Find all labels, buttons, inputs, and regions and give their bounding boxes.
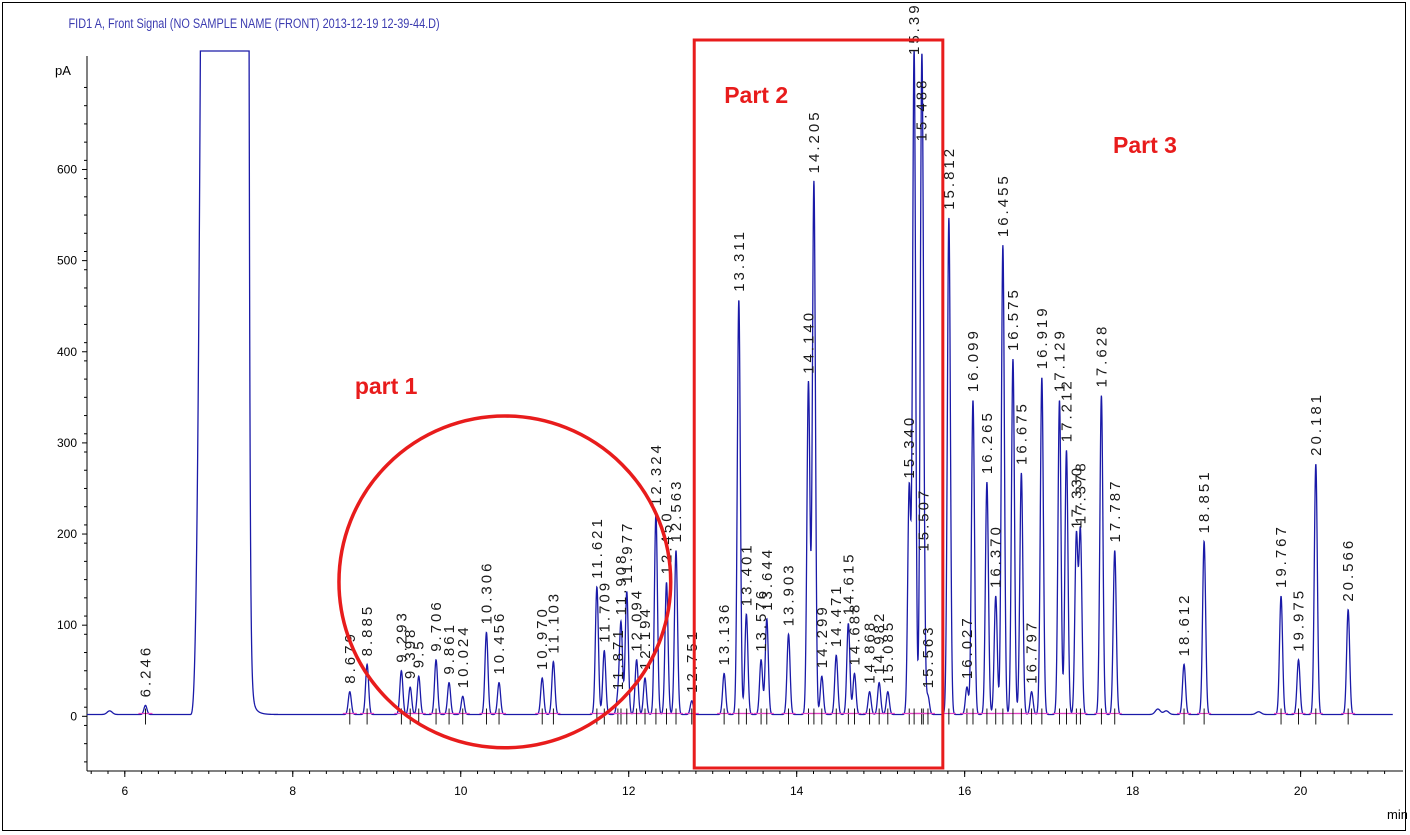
peak-label: 11.977 <box>619 521 636 584</box>
chromatogram-chart: FID1 A, Front Signal (NO SAMPLE NAME (FR… <box>55 3 1407 822</box>
peak-label: 11.908 <box>613 553 630 616</box>
x-tick-label: 12 <box>622 784 636 798</box>
x-tick-label: 20 <box>1294 784 1308 798</box>
peak-label: 17.212 <box>1058 378 1075 442</box>
peak-label: 13.903 <box>781 562 798 626</box>
peak-label: 12.324 <box>648 442 665 506</box>
peak-label: 11.709 <box>596 580 613 643</box>
part2-label: Part 2 <box>724 82 788 108</box>
axes: 0 100 200 300 400 500 600 6 8 10 12 14 16 18 20 <box>57 56 1403 798</box>
x-axis-unit: min <box>1387 807 1407 822</box>
peak-label: 18.851 <box>1196 469 1213 533</box>
x-tick-label: 14 <box>790 784 804 798</box>
peak-label: 16.099 <box>965 328 982 392</box>
peak-label: 17.129 <box>1051 328 1068 392</box>
peak-label: 11.103 <box>545 591 562 654</box>
peak-label: 12.563 <box>668 479 685 543</box>
peak-label: 15.507 <box>915 488 932 552</box>
peak-label: 11.621 <box>589 516 606 579</box>
part3-label: Part 3 <box>1113 132 1177 158</box>
peak-label: 15.563 <box>920 624 937 688</box>
peak-label: 16.455 <box>995 173 1012 237</box>
peak-label: 11.871 <box>610 627 627 690</box>
peak-label: 16.265 <box>979 410 996 474</box>
y-tick-label: 100 <box>57 618 77 632</box>
part1-circle <box>337 414 673 750</box>
peak-label: 20.181 <box>1308 392 1325 456</box>
peak-label: 8.679 <box>342 631 359 684</box>
peak-label: 14.140 <box>800 310 817 374</box>
peak-label: 15.398 <box>906 3 923 55</box>
peak-label: 12.194 <box>637 606 654 670</box>
peak-label: 16.370 <box>988 524 1005 588</box>
x-tick-label: 10 <box>454 784 468 798</box>
peak-label: 12.094 <box>629 588 646 652</box>
peak-label: 9.5 <box>411 638 428 668</box>
peak-label: 14.868 <box>862 620 879 684</box>
peak-label: 13.644 <box>759 547 776 611</box>
peak-label: 9.398 <box>402 627 419 680</box>
peak-label: 10.306 <box>478 561 495 625</box>
x-tick-label: 16 <box>958 784 972 798</box>
x-tick-label: 18 <box>1126 784 1140 798</box>
peak-label: 13.311 <box>731 229 748 292</box>
peak-label: 16.675 <box>1013 401 1030 465</box>
annotations: part 1 Part 2 Part 3 <box>337 38 1177 770</box>
peak-label: 14.205 <box>806 109 823 173</box>
peak-label: 14.615 <box>840 551 857 615</box>
peak-label: 10.456 <box>491 611 508 675</box>
peak-label: 9.861 <box>441 622 458 675</box>
part1-label: part 1 <box>355 373 418 399</box>
signal-trace <box>87 50 1393 716</box>
peak-label: 13.576 <box>753 588 770 652</box>
y-tick-label: 400 <box>57 345 77 359</box>
part2-rectangle <box>692 38 945 770</box>
peak-label: 13.401 <box>738 542 755 606</box>
peak-label: 12.751 <box>684 629 701 693</box>
peak-label: 6.246 <box>137 645 154 698</box>
y-tick-label: 200 <box>57 527 77 541</box>
y-tick-label: 0 <box>70 709 77 723</box>
peak-label: 19.975 <box>1291 588 1308 652</box>
peak-label: 14.471 <box>828 583 845 647</box>
x-tick-label: 8 <box>289 784 296 798</box>
peak-label: 17.330 <box>1068 465 1085 529</box>
peak-label: 16.797 <box>1024 620 1041 684</box>
peak-label: 10.024 <box>455 624 472 688</box>
peak-label: 14.299 <box>814 604 831 668</box>
peak-label: 13.136 <box>716 602 733 666</box>
x-tick-label: 6 <box>121 784 128 798</box>
chromatogram-trace <box>87 50 1393 725</box>
peak-label: 15.812 <box>941 146 958 210</box>
peak-label: 15.488 <box>914 78 931 142</box>
peak-label: 14.982 <box>871 611 888 675</box>
y-tick-label: 600 <box>57 162 77 176</box>
peak-label: 20.566 <box>1340 538 1357 602</box>
peak-label: 17.787 <box>1107 479 1124 543</box>
peak-label: 16.575 <box>1005 287 1022 351</box>
peak-label: 10.970 <box>534 606 551 670</box>
chart-title: FID1 A, Front Signal (NO SAMPLE NAME (FR… <box>69 16 440 32</box>
y-tick-label: 300 <box>57 436 77 450</box>
peak-label: 15.340 <box>901 415 918 479</box>
peak-label: 14.688 <box>846 602 863 666</box>
peak-label: 16.027 <box>959 615 976 679</box>
peak-label: 8.885 <box>359 604 376 657</box>
y-axis-label: pA <box>55 63 71 78</box>
peak-label: 9.706 <box>428 599 445 652</box>
peak-label: 17.628 <box>1093 324 1110 388</box>
peak-label: 18.612 <box>1176 592 1193 656</box>
peak-label: 16.919 <box>1034 305 1051 369</box>
peak-label: 19.767 <box>1273 524 1290 588</box>
peak-label: 15.085 <box>880 620 897 684</box>
peak-label: 9.293 <box>393 610 410 663</box>
y-tick-label: 500 <box>57 254 77 268</box>
peak-label: 17.378 <box>1072 460 1089 524</box>
